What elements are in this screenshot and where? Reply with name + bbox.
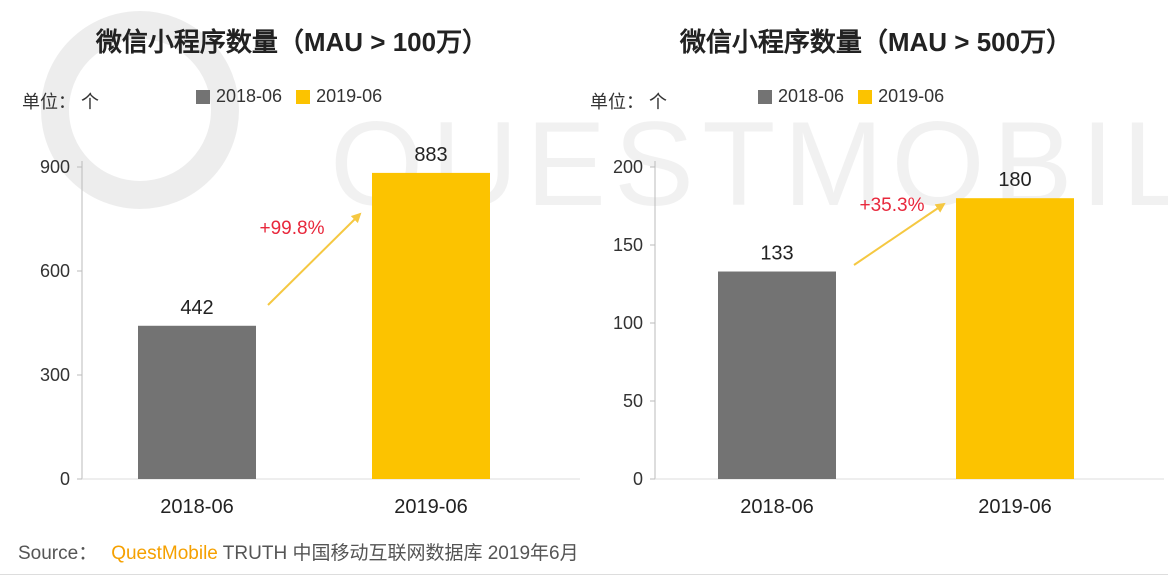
- legend-item-2018: 2018-06: [758, 86, 844, 107]
- y-tick-label: 200: [613, 157, 643, 177]
- chart-right: 微信小程序数量（MAU > 500万） 单位： 个 2018-06 2019-0…: [584, 0, 1168, 530]
- y-tick-label: 300: [40, 365, 70, 385]
- bar-2019-06: [956, 198, 1074, 479]
- growth-arrow: [267, 212, 362, 306]
- unit-label: 单位： 个: [590, 92, 668, 112]
- unit-label: 单位： 个: [22, 92, 100, 112]
- legend: 2018-06 2019-06: [758, 86, 944, 107]
- growth-label: +35.3%: [860, 195, 925, 216]
- y-tick-label: 0: [633, 469, 643, 489]
- x-tick-label: 2019-06: [978, 496, 1051, 518]
- chart-title: 微信小程序数量（MAU > 100万）: [95, 27, 489, 57]
- legend-label: 2018-06: [216, 86, 283, 106]
- plot-area: 0 50 100 150 200 133 2018-06 180 2019-06 +35.3%: [613, 157, 1164, 518]
- x-tick-label: 2019-06: [394, 496, 467, 518]
- x-tick-label: 2018-06: [740, 496, 813, 518]
- y-tick-label: 900: [40, 157, 70, 177]
- legend-swatch-2018: [196, 89, 210, 104]
- y-tick-label: 150: [613, 235, 643, 255]
- growth-arrow: [853, 202, 946, 266]
- bar-2018-06: [718, 271, 836, 479]
- data-label: 133: [760, 243, 793, 265]
- plot-area: 0 300 600 900 442 2018-06 883 2019-06 +99.8%: [40, 144, 580, 518]
- chart-left: 微信小程序数量（MAU > 100万） 单位： 个 2018-06 2019-0…: [0, 0, 584, 530]
- source-line: Source： QuestMobile TRUTH 中国移动互联网数据库 2019…: [18, 538, 579, 565]
- y-tick-label: 600: [40, 261, 70, 281]
- legend-swatch-2019: [858, 89, 873, 104]
- legend-label: 2018-06: [778, 86, 845, 106]
- bar-2018-06: [138, 325, 256, 479]
- y-tick-label: 50: [623, 391, 643, 411]
- x-tick-label: 2018-06: [160, 496, 233, 518]
- source-prefix: Source：: [18, 543, 98, 564]
- legend-swatch-2018: [758, 89, 772, 104]
- y-tick-label: 100: [613, 313, 643, 333]
- bar-2019-06: [372, 172, 490, 480]
- data-label: 180: [998, 169, 1031, 191]
- legend: 2018-06 2019-06: [196, 86, 382, 107]
- data-label: 442: [180, 297, 213, 319]
- chart-title: 微信小程序数量（MAU > 500万）: [679, 27, 1073, 57]
- legend-label: 2019-06: [878, 86, 945, 106]
- legend-label: 2019-06: [316, 86, 383, 106]
- legend-item-2019: 2019-06: [296, 86, 382, 107]
- legend-swatch-2019: [296, 89, 311, 104]
- growth-label: +99.8%: [260, 218, 325, 239]
- source-rest: TRUTH 中国移动互联网数据库 2019年6月: [217, 543, 579, 564]
- y-tick-label: 0: [60, 469, 70, 489]
- legend-item-2019: 2019-06: [858, 86, 944, 107]
- data-label: 883: [414, 144, 447, 166]
- legend-item-2018: 2018-06: [196, 86, 282, 107]
- bottom-divider: [0, 574, 1168, 575]
- source-brand: QuestMobile: [111, 543, 218, 564]
